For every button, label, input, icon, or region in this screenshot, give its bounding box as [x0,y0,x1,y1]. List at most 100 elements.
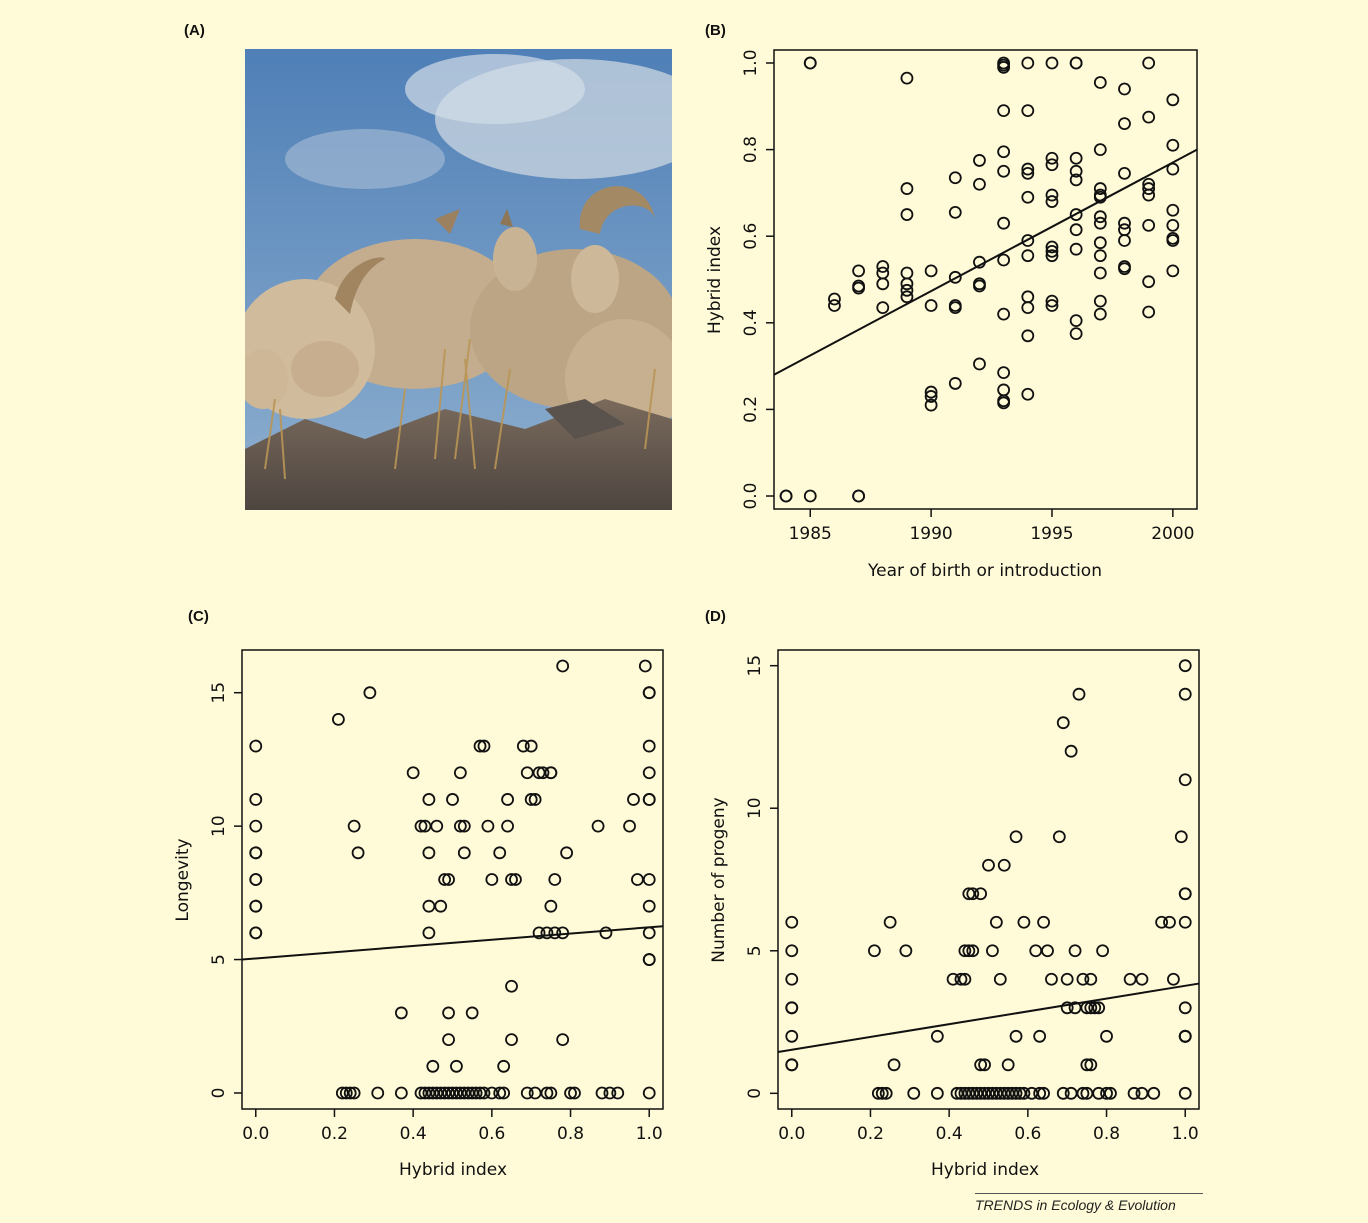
data-point [493,1086,507,1100]
data-point [1009,1086,1023,1100]
data-point [1142,177,1156,191]
data-point [363,686,377,700]
data-point [803,489,817,503]
data-point [989,1086,1003,1100]
x-tick-label: 0.6 [1014,1124,1041,1144]
data-point [900,277,914,291]
data-point [331,712,345,726]
data-point [1163,915,1176,929]
data-point [591,819,605,833]
data-point [1021,329,1035,343]
data-point [1021,167,1035,180]
plot-c-ylabel: Longevity [173,838,193,921]
data-point [1069,242,1083,256]
data-point [973,277,986,291]
x-tick-label: 0.2 [321,1124,348,1144]
data-point [1104,1086,1117,1100]
data-point [343,1086,357,1100]
data-point [993,1086,1007,1100]
data-point [930,1029,944,1043]
x-tick-label: 0.8 [1093,1124,1120,1144]
data-point [1100,1029,1113,1043]
plot-d-frame [777,649,1200,1110]
data-point [1166,138,1180,152]
data-point [434,1086,448,1100]
data-point [426,1059,440,1073]
data-point [1178,1029,1192,1043]
data-point [876,266,890,280]
data-point [394,1086,408,1100]
data-point [422,1086,436,1100]
data-point [1093,76,1107,89]
data-point [997,396,1011,410]
data-point [249,739,263,753]
data-point [642,1086,656,1100]
data-point [1001,1086,1015,1100]
data-point [1045,56,1059,70]
data-point [1005,1086,1019,1100]
data-point [966,1086,980,1100]
data-point [1021,56,1035,70]
data-point [883,915,897,929]
data-point [442,873,455,886]
data-point [828,292,841,306]
data-point [1069,223,1083,237]
data-point [418,1086,432,1100]
data-point [642,793,656,806]
data-point [973,255,986,269]
data-point [249,899,263,913]
data-point [1021,234,1035,247]
data-point [1021,162,1035,176]
data-point [544,1086,558,1100]
plot-d-ylabel: Number of progeny [709,797,729,962]
data-point [1045,240,1059,254]
plot-b-ylabel: Hybrid index [705,226,725,334]
data-point [900,71,914,85]
y-tick-label: 0.2 [741,396,761,423]
data-point [524,739,538,753]
data-point [422,926,436,940]
data-point [453,766,467,780]
data-point [966,887,980,901]
data-point [638,659,652,673]
data-point [642,766,656,780]
data-point [1080,1058,1094,1072]
data-point [1069,164,1083,178]
data-point [450,1086,463,1100]
data-point [1021,104,1035,118]
data-point [457,1086,471,1100]
data-point [414,1086,428,1100]
data-point [852,279,865,293]
data-point [520,766,534,780]
data-point [1167,972,1180,986]
data-point [442,1033,455,1047]
data-point [1093,188,1107,202]
data-point [958,944,972,958]
data-point [485,1086,499,1100]
data-point [430,1086,444,1100]
data-point [1056,1086,1070,1100]
data-point [986,944,999,958]
data-point [1069,56,1083,70]
plot-d-xlabel: Hybrid index [931,1160,1039,1180]
data-point [1123,972,1137,986]
data-point [876,301,890,315]
data-point [785,1058,799,1072]
data-point [1069,151,1083,165]
panel-label-b: (B) [705,22,726,39]
data-point [997,58,1011,72]
data-point [438,873,452,886]
data-point [974,1058,988,1072]
data-point [948,205,962,219]
data-point [924,398,938,412]
data-point [948,171,962,185]
data-point [1029,944,1043,958]
data-point [249,846,263,860]
data-point [249,819,263,833]
data-point [973,177,986,191]
data-point [249,899,263,913]
data-point [785,1001,799,1015]
data-point [501,793,514,806]
data-point [997,366,1011,379]
data-point [465,1006,479,1020]
